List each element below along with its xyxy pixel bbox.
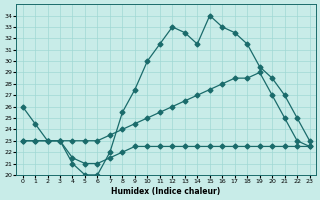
X-axis label: Humidex (Indice chaleur): Humidex (Indice chaleur): [111, 187, 221, 196]
